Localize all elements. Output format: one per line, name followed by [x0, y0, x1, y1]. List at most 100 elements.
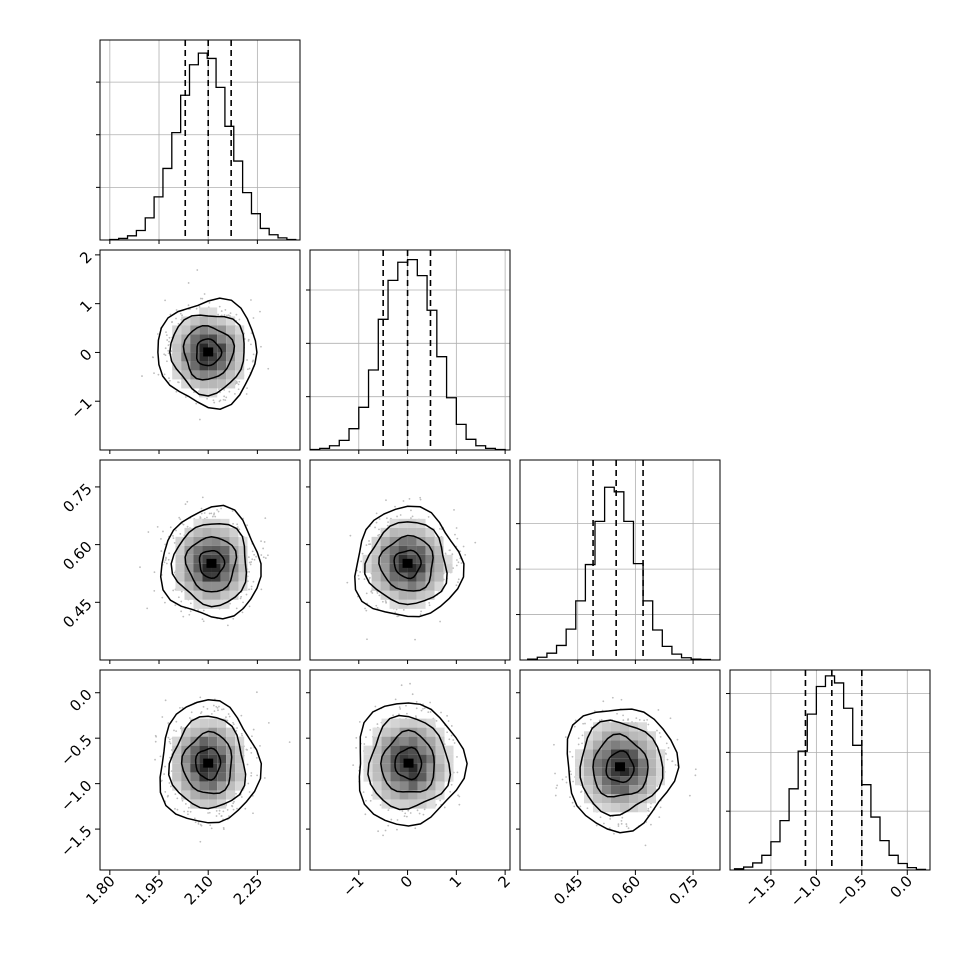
density-cell — [416, 599, 426, 609]
scatter-point — [166, 795, 169, 798]
scatter-point — [235, 313, 238, 316]
y-tick-label: −1.0 — [57, 777, 95, 815]
density-cell — [208, 370, 218, 380]
scatter-point — [474, 541, 477, 544]
density-cell — [647, 785, 656, 795]
density-cell — [629, 776, 638, 786]
density-cell — [208, 772, 218, 782]
scatter-point — [259, 744, 261, 747]
scatter-point — [394, 611, 397, 614]
scatter-point — [600, 718, 603, 721]
density-cell — [381, 781, 391, 791]
scatter-point — [377, 830, 380, 833]
scatter-point — [377, 534, 379, 537]
scatter-point — [194, 821, 197, 824]
scatter-point — [616, 712, 618, 715]
scatter-point — [166, 360, 168, 363]
density-cell — [199, 316, 209, 326]
density-cell — [217, 343, 227, 353]
scatter-point — [352, 764, 355, 767]
density-cell — [416, 590, 426, 600]
scatter-point — [189, 610, 192, 613]
density-cell — [389, 599, 399, 609]
density-cell — [443, 563, 453, 573]
scatter-point — [362, 791, 365, 794]
scatter-point — [375, 512, 378, 515]
density-cell — [238, 563, 248, 573]
density-cell — [217, 781, 227, 791]
scatter-point — [267, 367, 270, 370]
scatter-point — [584, 722, 586, 725]
scatter-point — [402, 609, 405, 611]
scatter-point — [593, 710, 596, 712]
scatter-point — [179, 706, 181, 709]
scatter-point — [218, 812, 221, 815]
scatter-point — [236, 523, 239, 526]
scatter-point — [223, 395, 226, 398]
scatter-point — [179, 518, 182, 521]
scatter-point — [365, 544, 368, 546]
scatter-point — [163, 561, 166, 564]
density-cell — [593, 767, 602, 777]
density-cell — [181, 343, 191, 353]
density-cell — [435, 754, 445, 764]
scatter-point — [168, 782, 171, 784]
scatter-point — [365, 736, 367, 739]
scatter-point — [224, 399, 227, 402]
scatter-point — [456, 537, 459, 540]
scatter-point — [569, 750, 571, 753]
scatter-point — [250, 774, 253, 777]
scatter-point — [453, 742, 456, 744]
density-cell — [175, 536, 185, 546]
scatter-point — [422, 707, 424, 710]
scatter-point — [220, 314, 223, 317]
density-cell — [371, 563, 381, 573]
scatter-point — [236, 727, 238, 729]
density-cell — [208, 799, 218, 809]
scatter-point — [565, 776, 567, 778]
x-tick-label: 0.75 — [666, 872, 702, 908]
scatter-point — [168, 738, 171, 741]
density-cell — [399, 799, 409, 809]
density-cell — [372, 790, 382, 800]
density-cell — [381, 736, 391, 746]
density-cell — [172, 763, 182, 773]
density-cell — [199, 718, 209, 728]
density-cell — [175, 554, 185, 564]
scatter-point — [399, 708, 402, 710]
scatter-point — [248, 605, 251, 608]
scatter-point — [650, 823, 652, 826]
scatter-point — [172, 537, 175, 539]
density-cell — [389, 518, 399, 528]
scatter-point — [577, 737, 580, 740]
density-cell — [435, 736, 445, 746]
scatter-point — [177, 322, 180, 325]
density-cell — [638, 785, 647, 795]
density-cell — [408, 790, 418, 800]
density-cell — [211, 581, 221, 591]
scatter-point — [169, 313, 172, 316]
scatter-panel-3_0 — [99, 669, 301, 871]
density-cell — [208, 745, 218, 755]
density-cell — [629, 803, 638, 813]
density-cell — [229, 554, 239, 564]
scatter-point — [236, 807, 238, 810]
x-tick-label: −0.5 — [832, 872, 870, 910]
density-cell — [371, 554, 381, 564]
scatter-point — [231, 805, 234, 808]
density-cell — [444, 772, 454, 782]
density-cell — [235, 343, 245, 353]
scatter-point — [553, 743, 555, 746]
scatter-point — [358, 721, 361, 723]
scatter-point — [395, 608, 398, 611]
density-cell — [434, 536, 444, 546]
scatter-point — [190, 711, 193, 714]
scatter-point — [428, 601, 431, 604]
density-cell — [235, 781, 245, 791]
density-cell — [593, 722, 602, 732]
y-tick-label: 0.60 — [59, 538, 95, 574]
density-cell — [181, 727, 191, 737]
scatter-point — [168, 377, 170, 379]
scatter-point — [179, 532, 182, 535]
scatter-point — [207, 812, 209, 814]
